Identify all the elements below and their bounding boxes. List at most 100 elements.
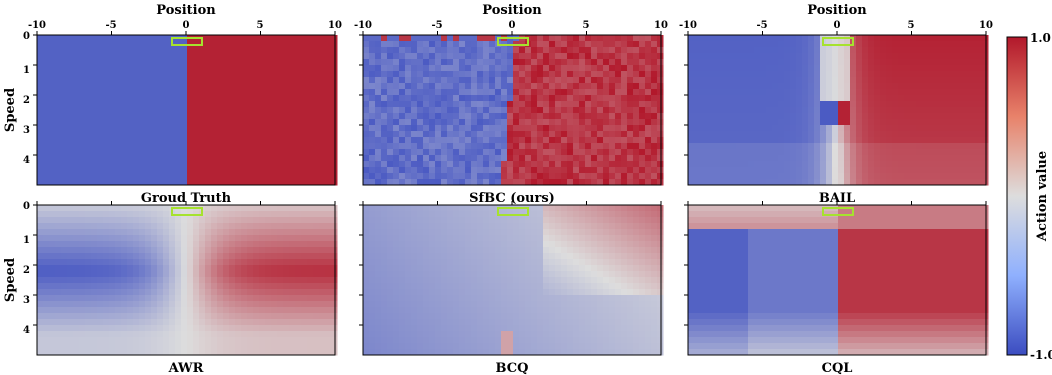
heatmap-cell xyxy=(922,47,929,54)
heatmap-cell xyxy=(181,247,188,254)
heatmap-cell xyxy=(844,101,851,108)
heatmap-cell xyxy=(109,167,116,174)
heatmap-cell xyxy=(151,265,158,272)
heatmap-cell xyxy=(283,107,290,114)
heatmap-cell xyxy=(597,167,604,174)
heatmap-cell xyxy=(760,119,767,126)
heatmap-cell xyxy=(748,161,755,168)
heatmap-cell xyxy=(790,149,797,156)
heatmap-cell xyxy=(561,53,568,60)
heatmap-cell xyxy=(205,211,212,218)
heatmap-cell xyxy=(223,35,230,42)
heatmap-cell xyxy=(319,143,326,150)
heatmap-cell xyxy=(115,253,122,260)
heatmap-cell xyxy=(621,53,628,60)
heatmap-cell xyxy=(453,71,460,78)
heatmap-cell xyxy=(97,295,104,302)
heatmap-cell xyxy=(922,77,929,84)
heatmap-cell xyxy=(880,125,887,132)
heatmap-cell xyxy=(712,65,719,72)
heatmap-cell xyxy=(91,301,98,308)
heatmap-cell xyxy=(133,131,140,138)
heatmap-cell xyxy=(175,301,182,308)
heatmap-cell xyxy=(381,161,388,168)
heatmap-cell xyxy=(103,95,110,102)
heatmap-cell xyxy=(429,137,436,144)
heatmap-cell xyxy=(133,89,140,96)
heatmap-cell xyxy=(489,35,496,42)
heatmap-cell xyxy=(549,167,556,174)
heatmap-cell xyxy=(85,167,92,174)
heatmap-cell xyxy=(603,161,610,168)
heatmap-cell xyxy=(121,277,128,284)
heatmap-cell xyxy=(139,125,146,132)
heatmap-cell xyxy=(307,331,314,338)
heatmap-cell xyxy=(916,95,923,102)
heatmap-cell xyxy=(856,119,863,126)
heatmap-cell xyxy=(387,59,394,66)
heatmap-cell xyxy=(555,107,562,114)
heatmap-cell xyxy=(229,47,236,54)
heatmap-cell xyxy=(325,241,332,248)
heatmap-cell xyxy=(55,65,62,72)
heatmap-cell xyxy=(405,59,412,66)
heatmap-cell xyxy=(519,65,526,72)
heatmap-cell xyxy=(621,131,628,138)
heatmap-cell xyxy=(265,265,272,272)
heatmap-cell xyxy=(748,71,755,78)
heatmap-cell xyxy=(688,65,695,72)
heatmap-cell xyxy=(157,283,164,290)
heatmap-cell xyxy=(205,83,212,90)
heatmap-cell xyxy=(175,217,182,224)
heatmap-cell xyxy=(259,65,266,72)
heatmap-cell xyxy=(325,265,332,272)
heatmap-cell xyxy=(115,179,122,186)
heatmap-cell xyxy=(874,167,881,174)
heatmap-cell xyxy=(724,95,731,102)
heatmap-cell xyxy=(748,113,755,120)
heatmap-cell xyxy=(175,343,182,350)
heatmap-cell xyxy=(489,155,496,162)
heatmap-cell xyxy=(151,307,158,314)
heatmap-cell xyxy=(700,119,707,126)
heatmap-cell xyxy=(651,149,658,156)
heatmap-cell xyxy=(712,137,719,144)
heatmap-cell xyxy=(193,59,200,66)
heatmap-cell xyxy=(712,83,719,90)
heatmap-cell xyxy=(501,53,508,60)
heatmap-cell xyxy=(253,331,260,338)
heatmap-cell xyxy=(283,295,290,302)
heatmap-cell xyxy=(139,59,146,66)
heatmap-cell xyxy=(55,325,62,332)
heatmap-cell xyxy=(43,313,50,320)
heatmap-cell xyxy=(163,301,170,308)
heatmap-cell xyxy=(784,35,791,42)
heatmap-cell xyxy=(862,35,869,42)
heatmap-cell xyxy=(874,83,881,90)
heatmap-cell xyxy=(199,325,206,332)
heatmap-cell xyxy=(862,47,869,54)
heatmap-cell xyxy=(567,89,574,96)
heatmap-cell xyxy=(850,167,857,174)
heatmap-cell xyxy=(730,71,737,78)
heatmap-cell xyxy=(393,59,400,66)
heatmap-cell xyxy=(459,35,466,42)
heatmap-cell xyxy=(621,47,628,54)
heatmap-cell xyxy=(585,131,592,138)
heatmap-cell xyxy=(91,35,98,42)
heatmap-cell xyxy=(531,47,538,54)
heatmap-cell xyxy=(289,343,296,350)
heatmap-cell xyxy=(265,143,272,150)
heatmap-cell xyxy=(447,59,454,66)
heatmap-cell xyxy=(495,161,502,168)
heatmap-cell xyxy=(259,205,266,212)
heatmap-cell xyxy=(856,83,863,90)
heatmap-cell xyxy=(555,59,562,66)
heatmap-cell xyxy=(109,247,116,254)
heatmap-cell xyxy=(597,71,604,78)
heatmap-cell xyxy=(169,101,176,108)
heatmap-cell xyxy=(319,277,326,284)
heatmap-cell xyxy=(417,113,424,120)
heatmap-cell xyxy=(133,149,140,156)
heatmap-cell xyxy=(313,35,320,42)
